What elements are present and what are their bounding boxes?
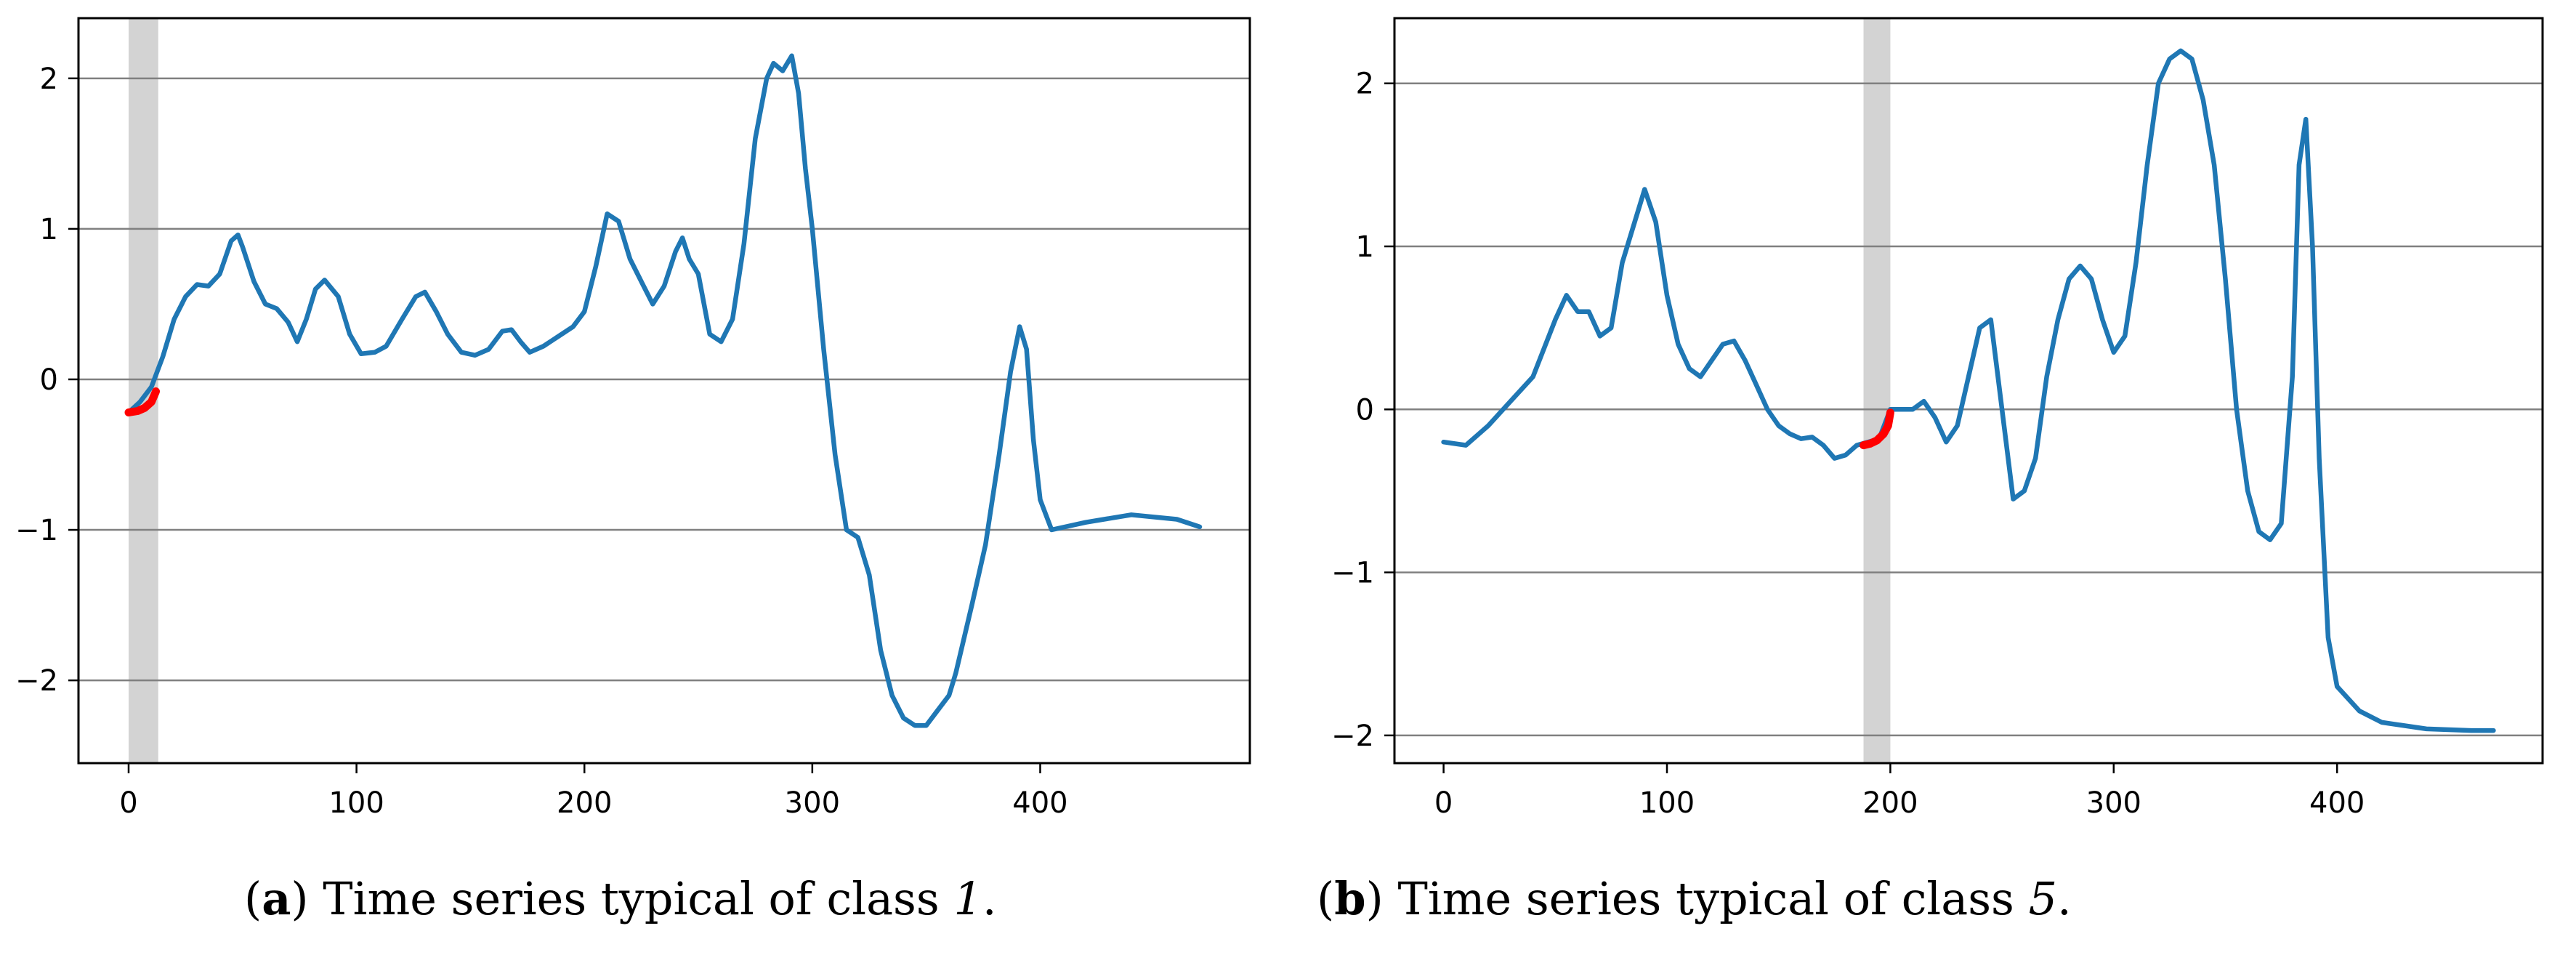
panel-b: 0 100 200 300 400 −2 −1 0 1 2 xyxy=(1288,0,2576,955)
y-tick-label-a-0: 0 xyxy=(40,363,58,397)
caption-a-suffix: . xyxy=(982,872,997,925)
x-tick-label-b-100: 100 xyxy=(1639,786,1695,820)
axes-frame-a xyxy=(77,17,1251,765)
x-tick-label-a-100: 100 xyxy=(328,786,384,820)
caption-a-class: 1 xyxy=(953,872,982,925)
y-tick-label-b--2: −2 xyxy=(1331,720,1374,753)
shaded-region-b xyxy=(1863,18,1891,763)
x-tick-label-b-300: 300 xyxy=(2086,786,2141,820)
caption-b-text: Time series typical of class xyxy=(1397,872,2029,925)
x-tick-label-a-400: 400 xyxy=(1012,786,1067,820)
y-tick-label-a--1: −1 xyxy=(15,514,58,547)
x-tick-label-a-200: 200 xyxy=(557,786,612,820)
x-tick-label-a-300: 300 xyxy=(785,786,840,820)
series-highlight-b xyxy=(1860,408,1894,450)
y-tick-label-b-2: 2 xyxy=(1356,68,1374,101)
caption-a: (a) Time series typical of class 1. xyxy=(244,872,997,925)
series-main-b xyxy=(1441,48,2496,733)
caption-a-letter: a xyxy=(262,872,291,925)
caption-b-suffix: . xyxy=(2057,872,2072,925)
caption-b: (b) Time series typical of class 5. xyxy=(1317,872,2072,925)
x-tick-label-a-0: 0 xyxy=(119,786,137,820)
y-tick-label-a-2: 2 xyxy=(40,63,58,96)
x-tick-label-b-0: 0 xyxy=(1434,786,1453,820)
y-tick-label-b--1: −1 xyxy=(1331,557,1374,590)
caption-b-letter: b xyxy=(1334,872,1366,925)
series-highlight-a xyxy=(124,387,161,416)
y-tick-label-a-1: 1 xyxy=(40,213,58,246)
axes-frame-b xyxy=(1393,17,2544,765)
panel-a: 0 100 200 300 400 −2 −1 0 1 2 xyxy=(15,17,1251,820)
caption-a-text: Time series typical of class xyxy=(323,872,954,925)
chart-a: 0 100 200 300 400 −2 −1 0 1 2 xyxy=(15,17,1251,820)
y-tick-label-a--2: −2 xyxy=(15,664,58,698)
y-tick-label-b-1: 1 xyxy=(1356,230,1374,264)
x-tick-label-b-400: 400 xyxy=(2309,786,2365,820)
y-tick-label-b-0: 0 xyxy=(1356,393,1374,427)
caption-b-class: 5 xyxy=(2028,872,2058,925)
chart-b: 0 100 200 300 400 −2 −1 0 1 2 xyxy=(1331,17,2544,820)
series-main-a xyxy=(126,53,1203,728)
x-tick-label-b-200: 200 xyxy=(1862,786,1918,820)
